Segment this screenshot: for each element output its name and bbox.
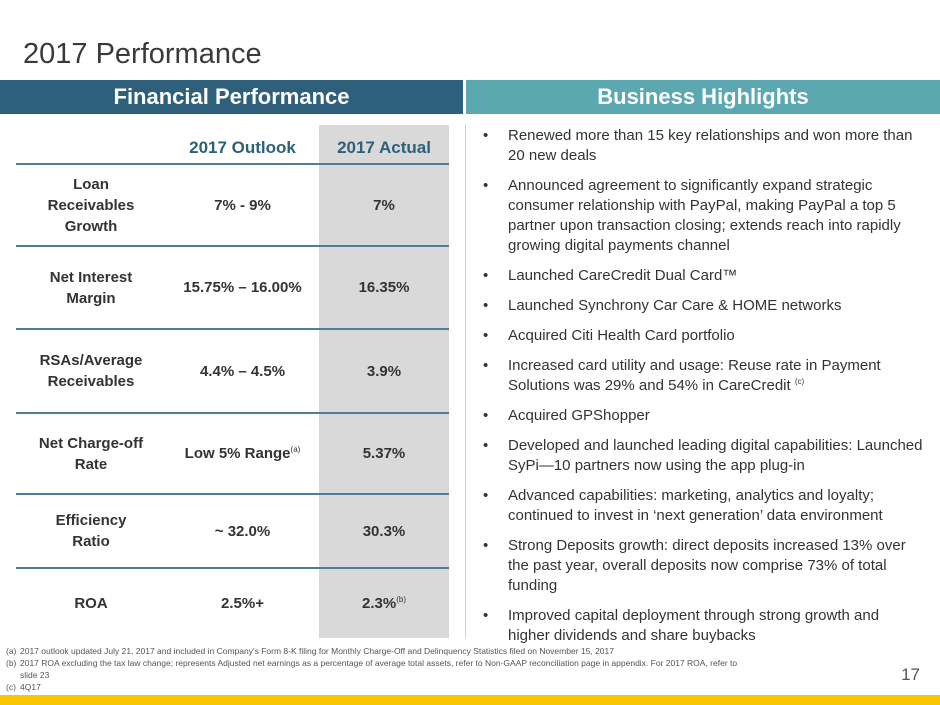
page-title: 2017 Performance xyxy=(23,38,262,70)
footnote-ref: (a) xyxy=(290,445,301,454)
highlight-item: Increased card utility and usage: Reuse … xyxy=(483,356,923,396)
divider xyxy=(16,245,449,247)
highlight-item: Renewed more than 15 key relationships a… xyxy=(483,126,923,166)
highlight-item: Acquired Citi Health Card portfolio xyxy=(483,326,923,346)
highlight-item: Announced agreement to significantly exp… xyxy=(483,176,923,256)
outlook-value: 15.75% – 16.00% xyxy=(183,279,302,296)
column-divider xyxy=(465,125,466,638)
actual-value: 3.9% xyxy=(366,362,402,380)
outlook-value: 7% - 9% xyxy=(214,196,271,214)
actual-value: 2.3% (b) xyxy=(319,568,449,638)
outlook-value: 2.5%+ xyxy=(221,594,264,612)
metric-label: Net Interest Margin xyxy=(49,268,133,307)
highlights-list: Renewed more than 15 key relationships a… xyxy=(483,126,923,656)
actual-value: 30.3% xyxy=(362,522,406,540)
footnote-ref: (c) xyxy=(794,377,805,386)
divider xyxy=(16,493,449,495)
footnote: (b) 2017 ROA excluding the tax law change… xyxy=(6,658,738,680)
outlook-value: ~ 32.0% xyxy=(214,522,271,540)
footnote: (a) 2017 outlook updated July 21, 2017 an… xyxy=(6,646,614,656)
divider xyxy=(16,163,449,165)
actual-value: 5.37% xyxy=(362,445,406,462)
highlight-item: Launched CareCredit Dual Card™ xyxy=(483,266,923,286)
divider xyxy=(16,567,449,569)
metric-label: Efficiency Ratio xyxy=(55,512,127,550)
metric-label: ROA xyxy=(74,594,108,612)
outlook-value: Low 5% Range (a) xyxy=(166,413,319,494)
actual-value: 7% xyxy=(373,196,395,214)
outlook-column-header: 2017 Outlook xyxy=(189,137,296,157)
footnote: (c) 4Q17 xyxy=(6,682,41,692)
outlook-value: 4.4% – 4.5% xyxy=(199,362,286,380)
highlight-item: Advanced capabilities: marketing, analyt… xyxy=(483,486,923,526)
metric-label: Loan Receivables Growth xyxy=(47,175,135,235)
financial-performance-header: Financial Performance xyxy=(0,80,463,114)
divider xyxy=(16,412,449,414)
actual-value: 16.35% xyxy=(358,279,410,296)
actual-column-background xyxy=(319,125,449,638)
highlight-item: Developed and launched leading digital c… xyxy=(483,436,923,476)
highlight-item: Acquired GPShopper xyxy=(483,406,923,426)
footnotes: (a) 2017 outlook updated July 21, 2017 an… xyxy=(6,645,740,693)
actual-column-header: 2017 Actual xyxy=(337,137,431,157)
footer-bar xyxy=(0,695,940,705)
highlight-item: Launched Synchrony Car Care & HOME netwo… xyxy=(483,296,923,316)
highlight-item: Strong Deposits growth: direct deposits … xyxy=(483,536,923,596)
footnote-ref: (b) xyxy=(396,594,406,604)
divider xyxy=(16,328,449,330)
metric-label: Net Charge-off Rate xyxy=(38,434,144,473)
business-highlights-header: Business Highlights xyxy=(466,80,940,114)
highlight-item: Improved capital deployment through stro… xyxy=(483,606,923,646)
metric-label: RSAs/Average Receivables xyxy=(39,352,143,390)
page-number: 17 xyxy=(901,665,920,684)
